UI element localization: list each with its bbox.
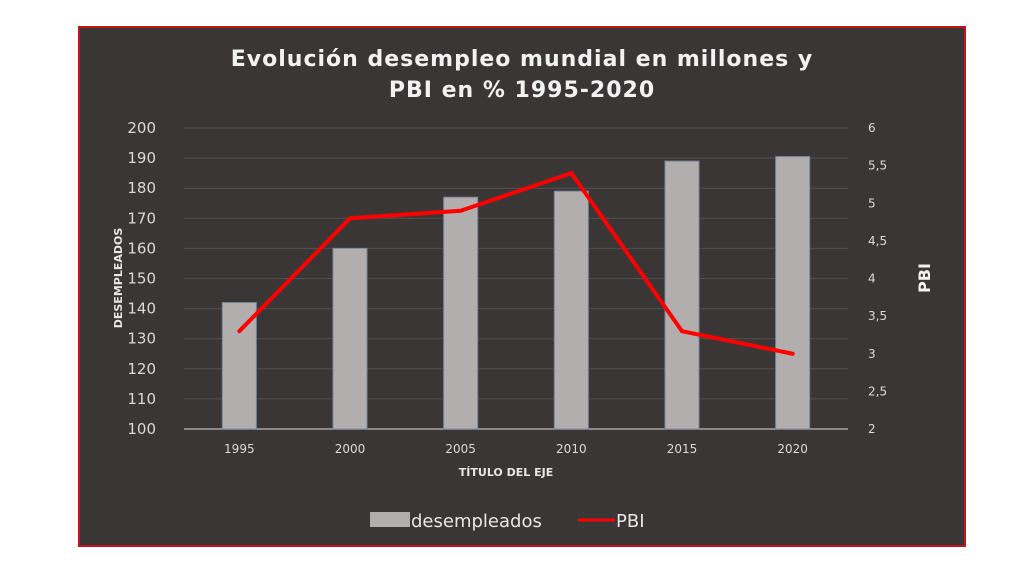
y2-axis-title: PBI — [915, 263, 934, 293]
y-tick-label: 100 — [127, 420, 156, 438]
legend-label-desempleados: desempleados — [411, 511, 542, 532]
x-tick-label: 1995 — [224, 442, 255, 456]
y2-tick-label: 2 — [868, 422, 876, 436]
bar-2020 — [775, 156, 811, 430]
chart-title-line-2: PBI en % 1995-2020 — [389, 78, 655, 103]
bar-series-desempleados — [221, 156, 811, 430]
bar-2000 — [332, 247, 368, 430]
pbi-line — [237, 170, 795, 356]
x-tick-label: 2020 — [777, 442, 808, 456]
y-tick-label: 140 — [127, 300, 156, 318]
y-tick-label: 200 — [127, 119, 156, 137]
chart-title-line-1: Evolución desempleo mundial en millones … — [231, 47, 813, 72]
y-axis-title: DESEMPLEADOS — [112, 228, 125, 329]
y-tick-label: 150 — [127, 270, 156, 288]
y2-tick-label: 3,5 — [868, 309, 887, 323]
y-tick-label: 130 — [127, 330, 156, 348]
y-tick-label: 160 — [127, 239, 156, 257]
legend-swatch-desempleados — [370, 512, 410, 527]
y2-tick-label: 5 — [868, 196, 876, 210]
y2-tick-label: 6 — [868, 121, 876, 135]
bar-2005 — [443, 196, 479, 430]
y-tick-label: 180 — [127, 179, 156, 197]
y2-tick-label: 3 — [868, 347, 876, 361]
combo-chart: Evolución desempleo mundial en millones … — [112, 47, 934, 532]
x-tick-label: 2005 — [445, 442, 476, 456]
y-axis-left-ticks: 100 110 120 130 140 150 160 170 180 190 200 — [127, 119, 156, 438]
x-tick-label: 2010 — [556, 442, 587, 456]
y2-tick-label: 5,5 — [868, 159, 887, 173]
bar-2015 — [664, 160, 700, 430]
y-tick-label: 120 — [127, 360, 156, 378]
y-tick-label: 190 — [127, 149, 156, 167]
chart-title: Evolución desempleo mundial en millones … — [231, 47, 813, 103]
y-tick-label: 170 — [127, 209, 156, 227]
x-axis-ticks: 1995 2000 2005 2010 2015 2020 — [224, 442, 808, 456]
x-tick-label: 2000 — [335, 442, 366, 456]
legend-label-pbi: PBI — [616, 511, 645, 532]
bar-2010 — [553, 190, 589, 430]
line-series-pbi — [237, 170, 795, 356]
x-axis-title: TÍTULO DEL EJE — [459, 466, 553, 479]
legend: desempleados PBI — [370, 511, 645, 532]
gridlines — [184, 127, 848, 430]
y2-tick-label: 2,5 — [868, 384, 887, 398]
y-tick-label: 110 — [127, 390, 156, 408]
y2-tick-label: 4,5 — [868, 234, 887, 248]
x-tick-label: 2015 — [667, 442, 698, 456]
y2-tick-label: 4 — [868, 272, 876, 286]
chart-frame: Evolución desempleo mundial en millones … — [78, 26, 966, 547]
y-axis-right-ticks: 2 2,5 3 3,5 4 4,5 5 5,5 6 — [868, 121, 887, 436]
bar-1995 — [221, 302, 257, 430]
